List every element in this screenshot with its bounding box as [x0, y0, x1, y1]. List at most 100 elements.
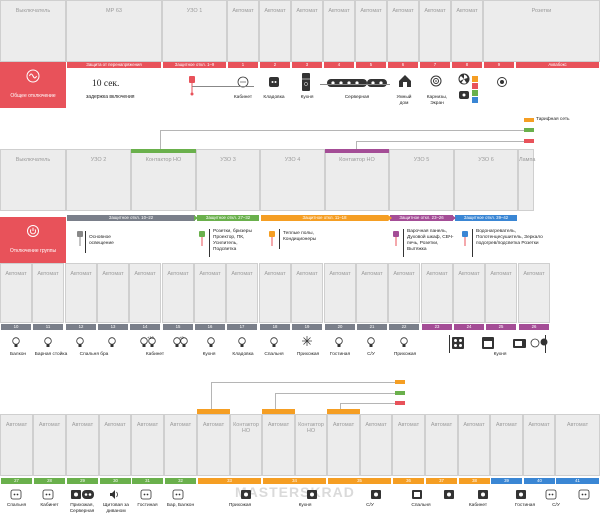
row3-module[interactable]: Автомат: [485, 263, 517, 323]
row1-module[interactable]: Автомат: [227, 0, 259, 62]
row2-module[interactable]: УЗО 3: [196, 149, 260, 211]
row3-module[interactable]: Автомат: [388, 263, 420, 323]
row3-module[interactable]: Автомат: [97, 263, 129, 323]
row2-module[interactable]: УЗО 4: [260, 149, 325, 211]
row1-bar: Защитное откл. 1–9: [163, 62, 226, 68]
socket-icon: [412, 490, 422, 499]
row2-module[interactable]: Контактор НО: [325, 149, 389, 211]
row4-module[interactable]: Автомат: [262, 414, 295, 476]
row3-label: Кухня: [493, 352, 507, 357]
row1-module[interactable]: УЗО 1: [162, 0, 227, 62]
row3-module[interactable]: Автомат: [518, 263, 550, 323]
row1-module[interactable]: Выключатель: [0, 0, 66, 62]
row4-label: Гостиная: [137, 503, 158, 508]
row3-module[interactable]: Автомат: [194, 263, 226, 323]
row2-module[interactable]: Лампа: [518, 149, 536, 211]
row4-module[interactable]: Автомат: [131, 414, 164, 476]
row3-module[interactable]: Автомат: [259, 263, 291, 323]
row3-module[interactable]: Автомат: [65, 263, 97, 323]
module-label: Автомат: [360, 8, 382, 14]
kitchen-appliances-icons: [452, 337, 548, 349]
color-indicator-icon: [472, 76, 478, 103]
lamp-icon: [173, 337, 181, 347]
cabinet-lamp-icon: [237, 76, 249, 88]
row2-module[interactable]: УЗО 5: [389, 149, 454, 211]
row1-module[interactable]: Автомат: [323, 0, 355, 62]
group-disconnect-label: Отключение группы: [9, 248, 57, 254]
row4-module[interactable]: Автомат: [33, 414, 66, 476]
row1-bar: 7: [420, 62, 450, 68]
row1-module[interactable]: Автомат: [387, 0, 419, 62]
row4-module[interactable]: Автомат: [327, 414, 360, 476]
row4-module[interactable]: Автомат: [66, 414, 99, 476]
row4-module[interactable]: Автомат: [392, 414, 425, 476]
row2-module[interactable]: Выключатель: [0, 149, 66, 211]
module-label: Автомат: [71, 422, 94, 428]
row4-label: Спальня: [6, 503, 27, 508]
row4-number: 37: [426, 478, 457, 484]
row4-module[interactable]: Автомат: [458, 414, 490, 476]
row4-module[interactable]: Автомат: [164, 414, 197, 476]
row3-module[interactable]: Автомат: [129, 263, 161, 323]
row1-bar: 5: [356, 62, 386, 68]
load-label-smart-home: Умный дом: [396, 95, 412, 106]
row4-module[interactable]: Контактор НО: [230, 414, 262, 476]
row3-module[interactable]: Автомат: [356, 263, 388, 323]
row1-module[interactable]: Автомат: [291, 0, 323, 62]
row4-label: Гостиная: [514, 503, 536, 508]
row2-module[interactable]: Контактор НО: [131, 149, 196, 211]
row1-module[interactable]: Автомат: [259, 0, 291, 62]
row4-module[interactable]: Автомат: [425, 414, 458, 476]
lamp-icon: [400, 337, 408, 347]
row1-bar: 3: [292, 62, 322, 68]
module-label: Автомат: [528, 422, 550, 428]
lamp-icon: [270, 337, 278, 347]
row2-module[interactable]: УЗО 2: [66, 149, 131, 211]
row3-label: Балкон: [9, 352, 27, 357]
row1-module[interactable]: Автомат: [451, 0, 483, 62]
note-floor-heating: Теплые полы, Кондиционеры: [283, 231, 317, 242]
row3-module[interactable]: Автомат: [0, 263, 32, 323]
row4-module[interactable]: Автомат: [523, 414, 555, 476]
row3-module[interactable]: Автомат: [162, 263, 194, 323]
main-disconnect-button[interactable]: Общее отключение: [0, 62, 66, 108]
mark-plus9: +9: [179, 335, 184, 340]
module-label: Автомат: [490, 271, 512, 277]
note-water-heater: Водонагреватель, Полотенцесушитель, Зерк…: [476, 229, 543, 246]
load-label-pantry: Кладовка: [263, 95, 285, 100]
row4-module[interactable]: Автомат: [360, 414, 392, 476]
row2-module[interactable]: УЗО 6: [454, 149, 518, 211]
row3-module[interactable]: Автомат: [453, 263, 485, 323]
row4-module[interactable]: Автомат: [490, 414, 523, 476]
module-label: Автомат: [134, 271, 156, 277]
row3-module[interactable]: Автомат: [291, 263, 323, 323]
row3-number: 25: [486, 324, 516, 330]
row3-module[interactable]: Автомат: [226, 263, 258, 323]
lamp-icon-3: [180, 337, 188, 347]
row4-module[interactable]: Автомат: [99, 414, 131, 476]
row4-module[interactable]: Контактор НО: [295, 414, 327, 476]
watermark: MASTERSKRAD: [235, 484, 355, 500]
row3-label: Кладовка: [232, 352, 254, 357]
module-label: Автомат: [5, 422, 28, 428]
row3-module[interactable]: Автомат: [32, 263, 64, 323]
row4-module[interactable]: Автомат: [197, 414, 230, 476]
row4-number: 39: [491, 478, 522, 484]
module-label: Автомат: [104, 422, 126, 428]
row3-module[interactable]: Автомат: [324, 263, 356, 323]
row1-module[interactable]: Автомат: [419, 0, 451, 62]
bar-arrow: [388, 215, 392, 221]
socket-icon: [307, 490, 317, 499]
module-label: Контактор НО: [298, 422, 324, 434]
row4-module[interactable]: Автомат: [0, 414, 33, 476]
row3-module[interactable]: Автомат: [421, 263, 453, 323]
wifi-router-icon: [459, 91, 469, 99]
row3-number: 16: [195, 324, 225, 330]
row1-module[interactable]: Розетки: [483, 0, 600, 62]
row1-module[interactable]: Автомат: [355, 0, 387, 62]
note-kitchen: Варочная панель, Духовой шкаф, СВЧ-печь,…: [407, 229, 454, 252]
row1-module[interactable]: МР 63: [66, 0, 162, 62]
row4-module[interactable]: Автомат: [555, 414, 600, 476]
floor-heat-sensor-icon: [269, 231, 275, 246]
group-disconnect-button[interactable]: Отключение группы: [0, 217, 66, 263]
